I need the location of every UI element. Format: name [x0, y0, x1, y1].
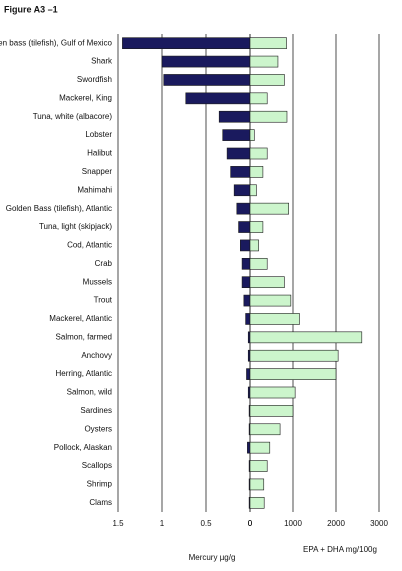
bar [249, 37, 287, 50]
bar [249, 202, 290, 215]
category-label: Halibut [87, 149, 113, 158]
bar [236, 202, 251, 215]
category-label: Salmon, wild [67, 388, 112, 397]
category-label: Mahimahi [77, 185, 112, 194]
bar [218, 110, 251, 123]
bar [122, 37, 251, 50]
category-label: Swordfish [77, 75, 112, 84]
category-label: Crab [95, 259, 113, 268]
category-label: Snapper [82, 167, 113, 176]
bar [249, 405, 294, 417]
x-tick-label: 3000 [370, 519, 388, 528]
bar [249, 92, 268, 105]
bar [246, 368, 251, 380]
category-label: Scallops [82, 461, 112, 470]
bar [249, 460, 268, 472]
bar [249, 257, 268, 270]
x-tick-label: 0 [248, 519, 253, 528]
category-label: Mackerel, King [59, 93, 112, 102]
x-tick-label: 0.5 [200, 519, 212, 528]
x-axis-label: Mercury µg/g [189, 553, 236, 562]
bar [249, 129, 255, 141]
category-label: Golden bass (tilefish), Gulf of Mexico [0, 38, 113, 47]
bar [249, 276, 285, 289]
x-tick-label: 1 [160, 519, 165, 528]
bar [249, 110, 288, 123]
category-label: Trout [94, 296, 113, 305]
category-label: Pollock, Alaskan [54, 443, 112, 452]
bar [249, 478, 265, 491]
bar [249, 313, 300, 325]
category-label: Tuna, white (albacore) [33, 112, 113, 121]
bar [238, 221, 251, 233]
bar [249, 331, 363, 344]
x-tick-label: 2000 [327, 519, 345, 528]
category-label: Shark [91, 57, 113, 66]
bar [163, 74, 251, 86]
bar [249, 294, 292, 307]
category-label: Mackerel, Atlantic [49, 314, 112, 323]
x-tick-label: 0 [248, 519, 253, 528]
bar [249, 349, 339, 362]
x-tick-label: 1.5 [112, 519, 124, 528]
bar [249, 147, 268, 160]
category-label: Cod, Atlantic [67, 241, 112, 250]
bar [249, 184, 257, 197]
bar [230, 166, 251, 178]
category-label: Anchovy [81, 351, 112, 360]
category-label: Mussels [83, 277, 112, 286]
category-label: Golden Bass (tilefish), Atlantic [6, 204, 112, 213]
bar [161, 55, 251, 68]
bar [222, 129, 251, 141]
category-label: Salmon, farmed [56, 332, 112, 341]
category-label: Sardines [80, 406, 112, 415]
x-tick-label: 1000 [284, 519, 302, 528]
category-label: Herring, Atlantic [56, 369, 112, 378]
bar [233, 184, 251, 197]
bar [249, 166, 264, 178]
bar [240, 239, 251, 252]
bar [241, 257, 251, 270]
bar [241, 276, 251, 289]
bar [245, 313, 251, 325]
bar [249, 423, 281, 436]
bar [249, 496, 265, 509]
bar [249, 239, 259, 252]
category-label: Clams [89, 498, 112, 507]
bar [249, 368, 337, 380]
category-label: Shrimp [87, 480, 113, 489]
category-label: Oysters [84, 424, 112, 433]
bar [243, 294, 251, 307]
bar [226, 147, 251, 160]
bar [249, 221, 264, 233]
chart-title: Figure A3 –1 [4, 4, 58, 14]
category-label: Lobster [85, 130, 112, 139]
bar [249, 386, 296, 399]
bar [249, 55, 279, 68]
bar [247, 441, 251, 454]
x2-axis-label: EPA + DHA mg/100g [303, 545, 377, 554]
bar [249, 74, 285, 86]
bar [249, 441, 271, 454]
category-label: Tuna, light (skipjack) [39, 222, 112, 231]
bar [185, 92, 251, 105]
